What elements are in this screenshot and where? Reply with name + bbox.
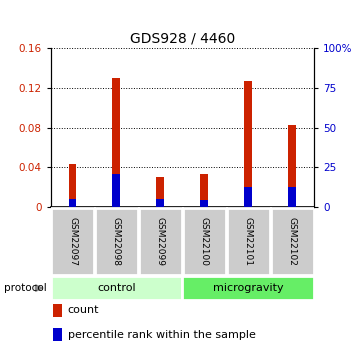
Bar — [51, 208, 94, 275]
Bar — [244, 81, 252, 207]
Bar — [53, 328, 62, 342]
Bar — [183, 208, 226, 275]
Bar — [69, 199, 77, 207]
Text: percentile rank within the sample: percentile rank within the sample — [68, 330, 256, 340]
Bar — [156, 199, 164, 207]
Text: GSM22101: GSM22101 — [244, 217, 253, 266]
Text: GSM22099: GSM22099 — [156, 217, 165, 266]
Bar — [200, 174, 208, 207]
Bar — [227, 208, 270, 275]
Bar — [271, 208, 314, 275]
Title: GDS928 / 4460: GDS928 / 4460 — [130, 32, 235, 46]
Text: GSM22102: GSM22102 — [288, 217, 297, 266]
Bar — [113, 174, 120, 207]
Bar — [69, 164, 77, 207]
Text: microgravity: microgravity — [213, 283, 283, 293]
Text: GSM22100: GSM22100 — [200, 217, 209, 266]
Bar — [113, 78, 120, 207]
Bar — [244, 187, 252, 207]
Bar — [53, 304, 62, 317]
Bar — [288, 125, 296, 207]
Text: protocol: protocol — [4, 283, 46, 293]
Bar — [95, 208, 138, 275]
Bar — [182, 276, 314, 300]
Text: GSM22098: GSM22098 — [112, 217, 121, 266]
Bar — [288, 187, 296, 207]
Bar — [156, 177, 164, 207]
Text: count: count — [68, 305, 99, 315]
Bar — [200, 200, 208, 207]
Bar — [51, 276, 182, 300]
Bar — [139, 208, 182, 275]
Text: GSM22097: GSM22097 — [68, 217, 77, 266]
Text: control: control — [97, 283, 136, 293]
